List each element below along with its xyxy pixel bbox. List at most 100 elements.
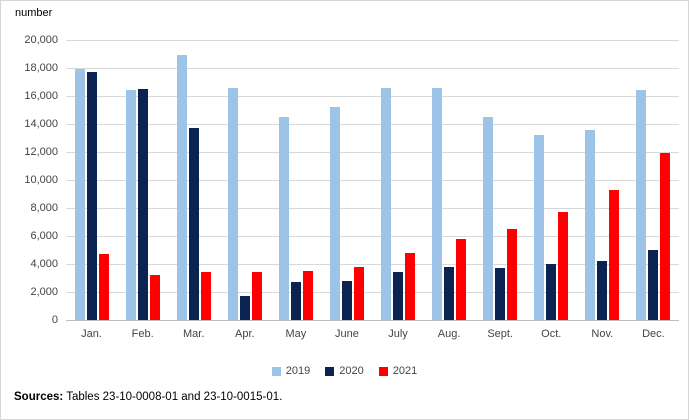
- bar-2019-June: [329, 107, 340, 320]
- bar-2019-Dec: [636, 90, 647, 320]
- bar-2019-Feb: [125, 90, 136, 320]
- bar-2019-Aug: [432, 87, 443, 320]
- bar-2021-Feb: [149, 275, 160, 320]
- bar-2020-Oct: [546, 264, 557, 320]
- bar-2020-July: [393, 272, 403, 320]
- bar-2020-June: [341, 280, 352, 320]
- x-tick-label-Nov: Nov.: [591, 328, 614, 340]
- gridline-4000: [66, 264, 679, 265]
- gridline-16000: [66, 96, 679, 97]
- legend-item-2019: 2019: [271, 365, 311, 377]
- y-tick-label-16000: 16,000: [24, 90, 58, 102]
- bar-group-Sept: [475, 40, 526, 320]
- bar-2019-Jan: [74, 69, 85, 320]
- bar-2020-Mar: [188, 128, 199, 320]
- legend-swatch-2020: [325, 366, 335, 376]
- bar-2019-Sept: [483, 117, 494, 320]
- bar-2019-Apr: [227, 87, 238, 320]
- bar-2021-Sept: [507, 229, 518, 320]
- x-tick-label-Jan: Jan.: [81, 328, 102, 340]
- bar-2020-Apr: [239, 296, 250, 320]
- bar-2020-Aug: [444, 266, 455, 320]
- bar-series-container: [66, 40, 679, 320]
- bar-2021-Jan: [98, 254, 109, 320]
- x-tick-label-Apr: Apr.: [234, 328, 255, 340]
- y-tick-label-10000: 10,000: [24, 174, 58, 186]
- bar-group-Jan: [66, 40, 117, 320]
- y-tick-label-12000: 12,000: [24, 146, 58, 158]
- bar-2020-Sept: [495, 268, 506, 320]
- y-tick-label-6000: 6,000: [30, 230, 58, 242]
- x-tick-label-Feb: Feb.: [131, 328, 154, 340]
- bar-2019-May: [278, 117, 289, 320]
- bar-2020-May: [290, 282, 301, 320]
- bar-2021-Dec: [660, 153, 671, 320]
- gridline-12000: [66, 152, 679, 153]
- sources-label: Sources:: [14, 391, 64, 403]
- sources-text: Tables 23-10-0008-01 and 23-10-0015-01.: [63, 391, 283, 403]
- legend-swatch-2019: [271, 366, 281, 376]
- bar-2020-Feb: [137, 89, 148, 320]
- bar-2019-Oct: [534, 135, 545, 320]
- bar-2019-Nov: [585, 129, 596, 320]
- y-tick-label-18000: 18,000: [24, 62, 58, 74]
- bar-group-July: [372, 40, 423, 320]
- x-tick-label-Dec: Dec.: [642, 328, 665, 340]
- y-tick-label-4000: 4,000: [30, 258, 58, 270]
- bar-group-Nov: [577, 40, 628, 320]
- x-tick-label-Oct: Oct.: [541, 328, 562, 340]
- bar-group-Oct: [526, 40, 577, 320]
- bar-2020-Nov: [597, 261, 608, 320]
- y-tick-label-0: 0: [51, 314, 58, 326]
- x-tick-label-June: June: [335, 328, 359, 340]
- gridline-20000: [66, 40, 679, 41]
- legend-item-2020: 2020: [325, 365, 364, 377]
- legend-label-2019: 2019: [285, 365, 311, 377]
- y-tick-label-14000: 14,000: [24, 118, 58, 130]
- gridline-2000: [66, 292, 679, 293]
- bar-2021-Apr: [251, 272, 262, 320]
- legend-item-2021: 2021: [378, 365, 418, 377]
- bar-group-June: [321, 40, 372, 320]
- bar-2021-May: [302, 271, 313, 320]
- bar-2020-Dec: [648, 250, 659, 320]
- bar-2021-July: [405, 252, 415, 320]
- gridline-6000: [66, 236, 679, 237]
- x-tick-label-July: July: [388, 328, 408, 340]
- legend-swatch-2021: [378, 366, 388, 376]
- y-tick-label-8000: 8,000: [30, 202, 58, 214]
- sources-note: Sources: Tables 23-10-0008-01 and 23-10-…: [14, 391, 282, 403]
- gridline-8000: [66, 208, 679, 209]
- y-axis-tick-labels: 0 2,000 4,000 6,000 8,000 10,000 12,000 14,000 1…: [1, 34, 58, 326]
- bar-2021-Nov: [609, 189, 620, 320]
- y-tick-label-20000: 20,000: [24, 34, 58, 46]
- bar-group-Aug: [424, 40, 475, 320]
- bar-2021-Aug: [456, 238, 467, 320]
- bar-2019-Mar: [176, 55, 187, 320]
- bar-2021-June: [353, 266, 364, 320]
- bar-2021-Oct: [558, 212, 569, 320]
- x-tick-label-Sept: Sept.: [487, 328, 513, 340]
- bar-group-Mar: [168, 40, 219, 320]
- bar-group-Apr: [219, 40, 270, 320]
- gridline-14000: [66, 124, 679, 125]
- y-axis-unit-label: number: [15, 7, 53, 19]
- bar-group-Feb: [117, 40, 168, 320]
- gridline-10000: [66, 180, 679, 181]
- chart-legend: 2019 2020 2021: [1, 365, 688, 377]
- bar-group-Dec: [628, 40, 679, 320]
- legend-label-2021: 2021: [392, 365, 418, 377]
- x-tick-label-Aug: Aug.: [437, 328, 461, 340]
- bar-2021-Mar: [200, 272, 211, 320]
- plot-area: [66, 40, 679, 321]
- legend-label-2020: 2020: [339, 365, 364, 377]
- bar-2020-Jan: [86, 72, 97, 320]
- y-tick-label-2000: 2,000: [30, 286, 58, 298]
- gridline-18000: [66, 68, 679, 69]
- x-axis-tick-labels: Jan. Feb. Mar. Apr. May June July Aug. Sept. Oct.…: [66, 328, 679, 340]
- bar-group-May: [270, 40, 321, 320]
- bar-2019-July: [381, 87, 391, 320]
- x-tick-label-May: May: [285, 328, 307, 340]
- x-tick-label-Mar: Mar.: [182, 328, 205, 340]
